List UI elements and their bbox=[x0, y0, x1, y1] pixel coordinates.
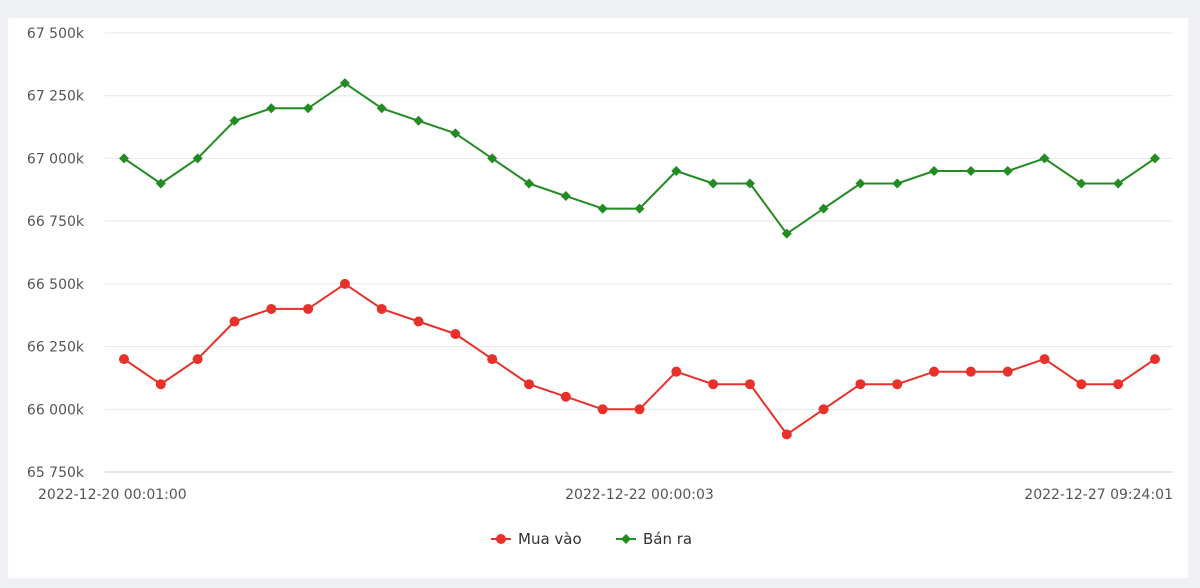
data-point[interactable] bbox=[1150, 153, 1160, 164]
data-point[interactable] bbox=[487, 153, 498, 164]
data-point[interactable] bbox=[266, 103, 277, 114]
legend-label: Mua vào bbox=[518, 530, 582, 548]
line-chart: 65 750k 66 000k 66 250k 66 500k 66 750k 67 00… bbox=[27, 26, 1173, 548]
data-point[interactable] bbox=[708, 178, 719, 189]
y-tick-label: 67 500k bbox=[27, 26, 85, 42]
legend-marker bbox=[496, 534, 506, 544]
data-point[interactable] bbox=[413, 316, 424, 327]
data-point[interactable] bbox=[1150, 354, 1160, 365]
data-point[interactable] bbox=[781, 228, 792, 239]
data-point[interactable] bbox=[744, 379, 755, 390]
legend[interactable]: Mua vào Bán ra bbox=[491, 530, 692, 548]
data-point[interactable] bbox=[929, 366, 940, 377]
data-point[interactable] bbox=[450, 329, 461, 340]
data-point[interactable] bbox=[155, 178, 166, 189]
x-tick-label: 2022-12-20 00:01:00 bbox=[38, 487, 187, 503]
data-point[interactable] bbox=[1113, 379, 1124, 390]
data-point[interactable] bbox=[339, 78, 350, 89]
data-point[interactable] bbox=[119, 354, 129, 365]
legend-label: Bán ra bbox=[643, 530, 692, 548]
data-point[interactable] bbox=[339, 278, 350, 289]
x-axis-ticks: 2022-12-20 00:01:00 2022-12-22 00:00:03 20… bbox=[38, 487, 1173, 503]
y-axis-ticks: 65 750k 66 000k 66 250k 66 500k 66 750k 67 00… bbox=[27, 26, 85, 481]
data-point[interactable] bbox=[818, 203, 829, 214]
data-point[interactable] bbox=[303, 303, 314, 314]
data-point[interactable] bbox=[1076, 379, 1087, 390]
data-point[interactable] bbox=[560, 191, 571, 202]
data-point[interactable] bbox=[376, 103, 387, 114]
series-buy bbox=[119, 278, 1160, 440]
data-point[interactable] bbox=[597, 203, 608, 214]
legend-item-buy[interactable]: Mua vào bbox=[491, 530, 582, 548]
data-point[interactable] bbox=[376, 303, 387, 314]
data-point[interactable] bbox=[634, 203, 645, 214]
data-point[interactable] bbox=[671, 165, 682, 176]
x-tick-label: 2022-12-22 00:00:03 bbox=[565, 487, 714, 503]
data-point[interactable] bbox=[634, 404, 645, 415]
data-point[interactable] bbox=[892, 379, 903, 390]
data-point[interactable] bbox=[855, 178, 866, 189]
data-point[interactable] bbox=[671, 366, 682, 377]
y-tick-label: 65 750k bbox=[27, 465, 85, 481]
data-point[interactable] bbox=[965, 366, 976, 377]
data-point[interactable] bbox=[965, 165, 976, 176]
data-point[interactable] bbox=[450, 128, 461, 139]
data-point[interactable] bbox=[266, 303, 277, 314]
y-tick-label: 66 250k bbox=[27, 340, 85, 356]
y-tick-label: 67 250k bbox=[27, 89, 85, 105]
data-point[interactable] bbox=[744, 178, 755, 189]
data-point[interactable] bbox=[1002, 366, 1013, 377]
data-point[interactable] bbox=[1039, 153, 1050, 164]
data-point[interactable] bbox=[1076, 178, 1087, 189]
data-point[interactable] bbox=[560, 391, 571, 402]
data-point[interactable] bbox=[929, 165, 940, 176]
data-point[interactable] bbox=[119, 153, 129, 164]
series-lines bbox=[119, 78, 1160, 440]
data-point[interactable] bbox=[855, 379, 866, 390]
legend-marker bbox=[621, 534, 631, 544]
data-point[interactable] bbox=[1113, 178, 1124, 189]
data-point[interactable] bbox=[192, 354, 203, 365]
data-point[interactable] bbox=[229, 316, 240, 327]
data-point[interactable] bbox=[524, 178, 535, 189]
y-tick-label: 66 750k bbox=[27, 214, 85, 230]
data-point[interactable] bbox=[487, 354, 498, 365]
x-tick-label: 2022-12-27 09:24:01 bbox=[1024, 487, 1173, 503]
data-point[interactable] bbox=[229, 115, 240, 126]
data-point[interactable] bbox=[303, 103, 314, 114]
data-point[interactable] bbox=[1002, 165, 1013, 176]
data-point[interactable] bbox=[524, 379, 535, 390]
legend-item-sell[interactable]: Bán ra bbox=[616, 530, 692, 548]
data-point[interactable] bbox=[708, 379, 719, 390]
data-point[interactable] bbox=[781, 429, 792, 440]
y-tick-label: 66 000k bbox=[27, 402, 85, 418]
data-point[interactable] bbox=[1039, 354, 1050, 365]
series-sell bbox=[119, 78, 1160, 239]
grid-lines bbox=[105, 32, 1173, 473]
chart-card: 65 750k 66 000k 66 250k 66 500k 66 750k 67 00… bbox=[8, 18, 1188, 578]
data-point[interactable] bbox=[597, 404, 608, 415]
data-point[interactable] bbox=[413, 115, 424, 126]
data-point[interactable] bbox=[818, 404, 829, 415]
data-point[interactable] bbox=[155, 379, 166, 390]
y-tick-label: 66 500k bbox=[27, 277, 85, 293]
y-tick-label: 67 000k bbox=[27, 151, 85, 167]
data-point[interactable] bbox=[892, 178, 903, 189]
data-point[interactable] bbox=[192, 153, 203, 164]
